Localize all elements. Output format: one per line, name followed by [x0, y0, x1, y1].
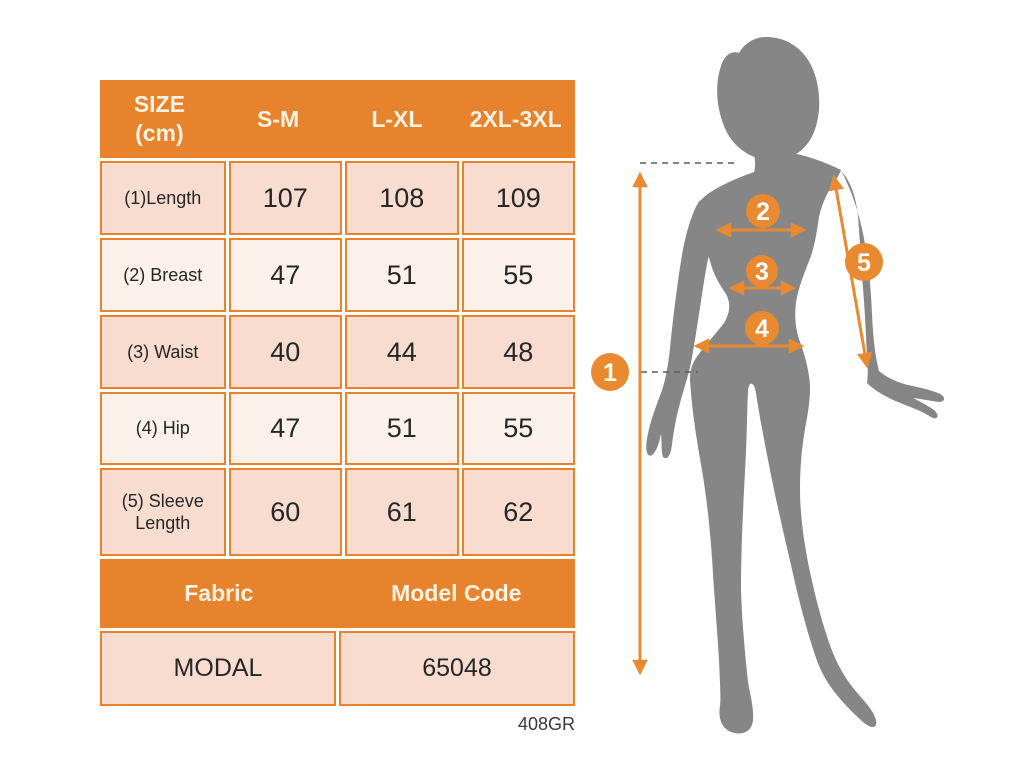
size-value: 51	[345, 392, 459, 465]
model-code-header: Model Code	[391, 580, 522, 606]
marker-4-number: 4	[755, 315, 769, 343]
silhouette-right-arm	[841, 171, 945, 419]
marker-3: 3	[746, 255, 778, 287]
marker-3-circle	[746, 255, 778, 287]
row-label: (5) Sleeve Length	[100, 468, 226, 556]
column-header-2xl3xl: 2XL-3XL	[469, 105, 562, 132]
silhouette-head	[717, 37, 820, 161]
size-unit-header: SIZE (cm)	[100, 80, 219, 158]
marker-1: 1	[591, 353, 629, 391]
marker-5-number: 5	[857, 249, 871, 277]
size-value: 108	[345, 161, 459, 235]
table-header-row: SIZE (cm) S-M L-XL 2XL-3XL	[100, 80, 575, 158]
size-value: 51	[345, 238, 459, 312]
column-header-sm: S-M	[257, 105, 300, 132]
product-code-note: 408GR	[517, 714, 575, 734]
fabric-header: Fabric	[184, 580, 254, 606]
size-value: 40	[228, 315, 342, 389]
marker-2: 2	[746, 194, 780, 228]
marker-2-circle	[746, 194, 780, 228]
silhouette-torso-legs	[690, 146, 877, 734]
size-value: 107	[228, 161, 342, 235]
table-row-sleeve-length: (5) Sleeve Length 60 61 62	[100, 468, 575, 556]
table-row-length: (1)Length 107 108 109	[100, 161, 575, 235]
body-silhouette	[646, 37, 945, 734]
row-label: (1)Length	[100, 161, 226, 235]
column-header-lxl: L-XL	[371, 105, 423, 132]
marker-2-number: 2	[756, 198, 770, 226]
size-value: 44	[345, 315, 459, 389]
table-row-waist: (3) Waist 40 44 48	[100, 315, 575, 389]
size-chart-table: SIZE (cm) S-M L-XL 2XL-3XL (1)Length 107…	[100, 80, 575, 706]
fabric-value: MODAL	[100, 631, 336, 706]
size-value: 109	[461, 161, 575, 235]
size-value: 47	[228, 392, 342, 465]
silhouette-left-arm	[646, 200, 710, 459]
row-label: (3) Waist	[100, 315, 226, 389]
marker-5: 5	[845, 243, 883, 281]
marker-3-number: 3	[755, 258, 769, 286]
table-footer-header-row: Fabric Model Code	[100, 559, 575, 628]
row-label: (2) Breast	[100, 238, 226, 312]
size-value: 62	[461, 468, 575, 556]
size-value: 48	[461, 315, 575, 389]
model-code-value: 65048	[339, 631, 575, 706]
table-row-breast: (2) Breast 47 51 55	[100, 238, 575, 312]
size-value: 60	[228, 468, 342, 556]
measurement-figure: 1 2 3 4 5	[591, 37, 945, 734]
marker-1-circle	[591, 353, 629, 391]
row-label: (4) Hip	[100, 392, 226, 465]
table-row-hip: (4) Hip 47 51 55	[100, 392, 575, 465]
size-unit-label: SIZE (cm)	[133, 91, 185, 146]
marker-4-circle	[745, 311, 779, 345]
marker-1-number: 1	[603, 359, 617, 387]
size-value: 55	[461, 238, 575, 312]
size-value: 61	[345, 468, 459, 556]
table-footer-values-row: MODAL 65048	[100, 631, 575, 706]
marker-5-circle	[845, 243, 883, 281]
size-value: 47	[228, 238, 342, 312]
size-value: 55	[461, 392, 575, 465]
marker-4: 4	[745, 311, 779, 345]
